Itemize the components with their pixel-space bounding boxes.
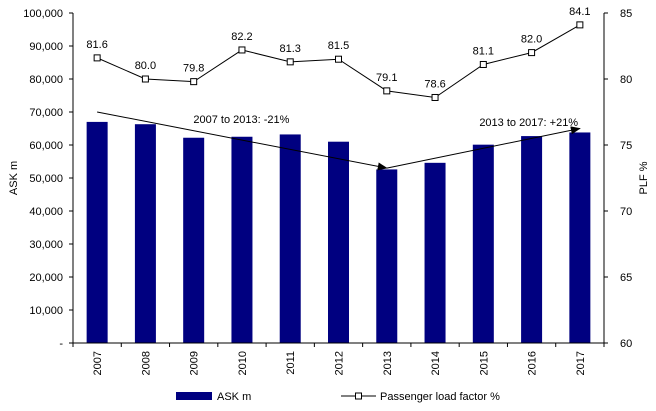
plf-data-label-2016: 82.0 xyxy=(521,34,542,46)
bar-2007 xyxy=(86,121,108,344)
bars-layer xyxy=(86,121,591,344)
bar-2010 xyxy=(231,136,253,343)
annotation-label-2: 2013 to 2017: +21% xyxy=(479,117,578,129)
plf-data-label-2009: 79.8 xyxy=(183,63,204,75)
plf-marker-2017 xyxy=(576,21,584,29)
plf-data-label-2007: 81.6 xyxy=(86,39,107,51)
right-tick-label: 80 xyxy=(620,74,632,86)
y-axis-right-title: PLF % xyxy=(638,161,650,194)
left-tick-label: 70,000 xyxy=(29,107,63,119)
axes-layer xyxy=(69,12,608,347)
plf-marker-2015 xyxy=(479,60,487,68)
right-tick-label: 70 xyxy=(620,206,632,218)
plf-marker-2009 xyxy=(190,78,198,86)
labels-layer: 2007 to 2013: -21% 2013 to 2017: +21% 81.6… xyxy=(8,6,650,376)
plf-data-label-2017: 84.1 xyxy=(569,6,590,18)
bar-2013 xyxy=(376,169,398,343)
left-tick-label: 80,000 xyxy=(29,74,63,86)
bar-2016 xyxy=(521,136,543,343)
legend-label-ask: ASK m xyxy=(217,391,251,403)
plf-data-label-2008: 80.0 xyxy=(135,60,156,72)
bar-2015 xyxy=(472,144,494,343)
trend-arrows-layer xyxy=(97,111,581,171)
right-tick-label: 75 xyxy=(620,140,632,152)
left-tick-label: 100,000 xyxy=(23,8,63,20)
plf-data-label-2010: 82.2 xyxy=(231,31,252,43)
x-tick-label-2015: 2015 xyxy=(478,351,490,375)
plf-data-label-2012: 81.5 xyxy=(328,40,349,52)
left-tick-label: 60,000 xyxy=(29,140,63,152)
x-tick-label-2007: 2007 xyxy=(92,351,104,375)
bar-2009 xyxy=(183,137,205,343)
bar-2017 xyxy=(569,132,591,343)
left-tick-label: 90,000 xyxy=(29,41,63,53)
x-tick-label-2014: 2014 xyxy=(430,351,442,375)
right-tick-label: 60 xyxy=(620,338,632,350)
bar-2014 xyxy=(424,162,446,343)
plf-data-label-2014: 78.6 xyxy=(424,78,445,90)
x-tick-label-2010: 2010 xyxy=(237,351,249,375)
x-tick-label-2017: 2017 xyxy=(575,351,587,375)
x-tick-label-2013: 2013 xyxy=(382,351,394,375)
y-axis-left-title: ASK m xyxy=(8,161,20,195)
left-tick-label: 40,000 xyxy=(29,206,63,218)
plf-data-label-2015: 81.1 xyxy=(473,45,494,57)
plf-marker-2008 xyxy=(141,75,149,83)
plf-marker-2013 xyxy=(383,87,391,95)
legend-swatch-plf-marker xyxy=(355,392,362,400)
plf-marker-2007 xyxy=(93,54,101,62)
plf-marker-2011 xyxy=(286,58,294,66)
trend-arrow-1 xyxy=(97,111,388,171)
x-tick-label-2011: 2011 xyxy=(285,351,297,375)
bar-2011 xyxy=(279,134,301,343)
bar-2012 xyxy=(328,141,349,343)
left-tick-label: 50,000 xyxy=(29,173,63,185)
legend: ASK m Passenger load factor % xyxy=(176,391,500,403)
x-tick-label-2009: 2009 xyxy=(189,351,201,375)
plf-marker-2014 xyxy=(431,93,439,101)
plf-line-layer xyxy=(93,21,584,101)
x-tick-label-2016: 2016 xyxy=(527,351,539,375)
legend-swatch-ask xyxy=(176,392,212,400)
left-tick-label: 10,000 xyxy=(29,305,63,317)
plf-marker-2016 xyxy=(528,49,536,57)
right-tick-label: 65 xyxy=(620,272,632,284)
right-tick-label: 85 xyxy=(620,8,632,20)
left-tick-label: 20,000 xyxy=(29,272,63,284)
plf-marker-2012 xyxy=(335,55,342,63)
annotation-label-1: 2007 to 2013: -21% xyxy=(193,114,289,126)
x-tick-label-2008: 2008 xyxy=(140,351,152,375)
trend-arrow-2 xyxy=(386,126,581,169)
left-tick-label: - xyxy=(59,338,63,350)
plf-data-label-2011: 81.3 xyxy=(280,43,301,55)
plf-data-label-2013: 79.1 xyxy=(376,72,397,84)
legend-label-plf: Passenger load factor % xyxy=(380,391,500,403)
left-tick-label: 30,000 xyxy=(29,239,63,251)
x-tick-label-2012: 2012 xyxy=(334,351,346,375)
bar-2008 xyxy=(134,124,156,344)
plf-marker-2010 xyxy=(238,46,246,54)
